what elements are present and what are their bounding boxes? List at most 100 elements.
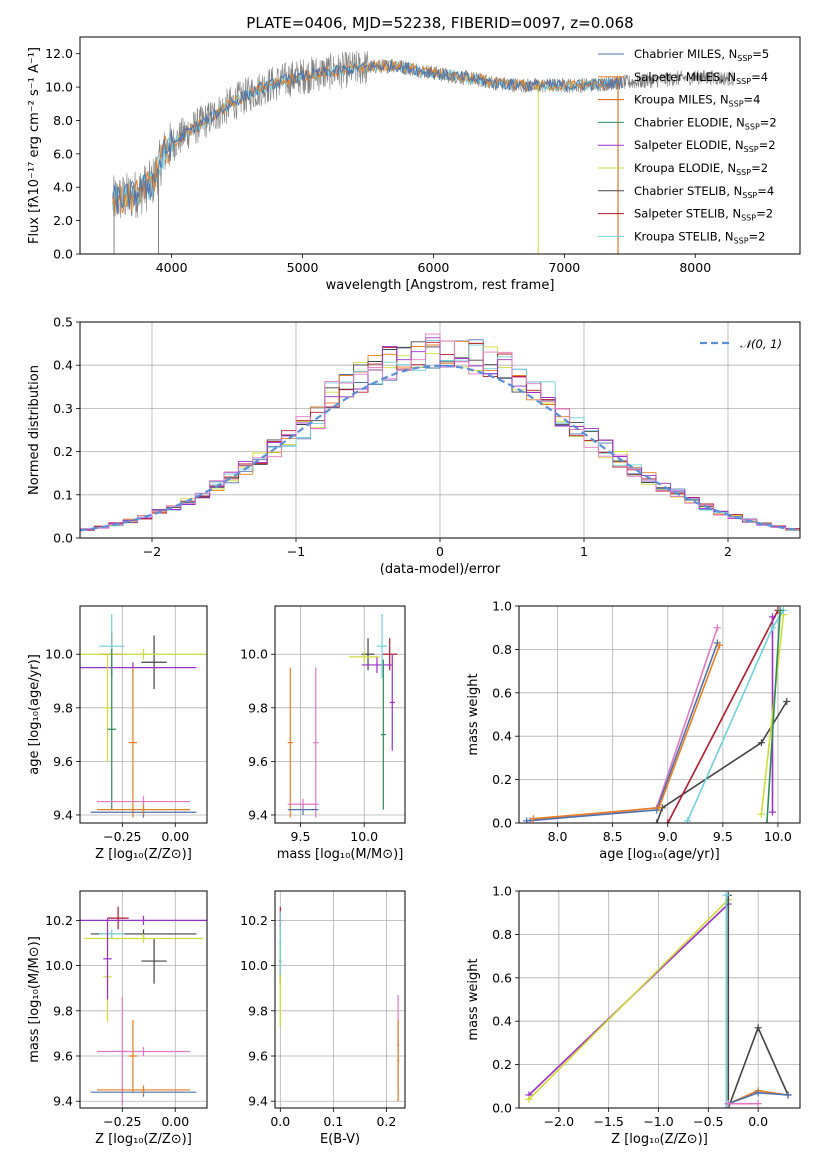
y-tick-label: 0.1 — [53, 487, 73, 502]
y-tick-label: 10.2 — [240, 913, 268, 928]
legend-entry: Salpeter STELIB, NSSP=2 — [634, 207, 773, 223]
y-tick-label: 1.0 — [492, 884, 512, 899]
plot-area — [80, 322, 800, 538]
y-axis-label: mass weight — [466, 673, 481, 755]
panel-age-vs-mass: 9.5 10.0 9.4 9.6 9.8 10.0 mass [log₁₀(M/M⊙)] — [240, 605, 406, 862]
weight-line — [528, 899, 729, 1100]
y-axis-label: mass [log₁₀(M/M⊙)] — [27, 936, 42, 1063]
x-tick-label: −0.25 — [103, 829, 141, 844]
legend-entry: Salpeter ELODIE, NSSP=2 — [634, 138, 776, 154]
spectrum-observed-line — [112, 50, 735, 219]
y-tick-label: 9.4 — [53, 807, 73, 822]
normal-curve — [80, 364, 800, 532]
y-tick-label: 0.6 — [492, 685, 512, 700]
x-tick-label: 10.0 — [764, 829, 792, 844]
y-axis-label: mass weight — [466, 958, 481, 1040]
axes-frame — [274, 605, 406, 824]
x-axis-label: age [log₁₀(age/yr)] — [599, 847, 720, 862]
panel-spectrum: 4000 5000 6000 7000 8000 0.0 2.0 4.0 6.0 8.0 10.0 1… — [27, 36, 801, 293]
y-tick-label: 0.2 — [492, 772, 512, 787]
x-tick-label: 7000 — [548, 260, 580, 275]
y-tick-label: 6.0 — [53, 146, 73, 161]
axes-frame — [79, 36, 801, 255]
weight-line — [760, 614, 785, 815]
y-tick-label: 0.0 — [53, 531, 73, 546]
plot-area — [519, 606, 800, 823]
x-tick-label: 8.5 — [603, 829, 623, 844]
x-axis-label: mass [log₁₀(M/M⊙)] — [277, 847, 404, 862]
y-tick-label: 0.0 — [492, 1101, 512, 1116]
x-tick-label: 4000 — [156, 260, 188, 275]
weight-line — [727, 895, 789, 1108]
y-tick-label: 0.4 — [492, 1014, 512, 1029]
axes-frame — [79, 321, 801, 539]
weight-line — [667, 609, 779, 823]
histogram-step — [80, 333, 800, 538]
panel-massweight-vs-age: 8.0 8.5 9.0 9.5 10.0 0.0 0.2 0.4 0.6 0.8 1.0 age [l… — [466, 599, 801, 862]
y-tick-label: 10.2 — [45, 913, 73, 928]
spectrum-model-line — [112, 59, 624, 214]
x-tick-label: 9.5 — [713, 829, 733, 844]
y-tick-label: 4.0 — [53, 180, 73, 195]
x-tick-label: −2.0 — [544, 1114, 574, 1129]
plot-area — [519, 891, 800, 1108]
x-tick-label: 2 — [724, 544, 732, 559]
x-axis-label: Z [log₁₀(Z/Z⊙)] — [611, 1132, 708, 1147]
x-tick-label: −1 — [287, 544, 305, 559]
panel-age-vs-Z: −0.25 0.00 9.4 9.6 9.8 10.0 Z [log₁₀(Z/Z⊙)] age… — [27, 605, 208, 862]
legend-entry: Kroupa MILES, NSSP=4 — [634, 93, 760, 109]
y-tick-label: 9.4 — [248, 807, 268, 822]
legend-entry: 𝒩(0, 1) — [740, 337, 782, 351]
y-axis-label: age [log₁₀(age/yr)] — [27, 654, 42, 775]
x-tick-label: −2 — [143, 544, 161, 559]
y-tick-label: 10.0 — [45, 958, 73, 973]
x-tick-label: 10.0 — [350, 829, 378, 844]
plot-area — [112, 50, 735, 254]
x-tick-label: 0.00 — [161, 829, 189, 844]
legend-entry: Kroupa ELODIE, NSSP=2 — [634, 161, 768, 177]
x-tick-label: −1.0 — [643, 1114, 673, 1129]
y-tick-label: 10.0 — [45, 647, 73, 662]
y-tick-label: 0.4 — [53, 358, 73, 373]
x-tick-label: −1.5 — [594, 1114, 624, 1129]
legend-entry: Chabrier ELODIE, NSSP=2 — [634, 115, 777, 131]
x-tick-label: 0.2 — [376, 1114, 396, 1129]
x-axis-label: Z [log₁₀(Z/Z⊙)] — [95, 847, 192, 862]
axes-frame — [518, 605, 801, 824]
x-axis-label: (data-model)/error — [380, 562, 501, 577]
weight-line — [533, 644, 721, 820]
y-tick-label: 0.8 — [492, 642, 512, 657]
y-tick-label: 9.8 — [53, 700, 73, 715]
x-tick-label: −0.25 — [103, 1114, 141, 1129]
x-tick-label: 8.0 — [548, 829, 568, 844]
x-axis-label: E(B-V) — [320, 1132, 360, 1147]
weight-line — [526, 642, 719, 822]
y-tick-label: 9.4 — [248, 1094, 268, 1109]
x-axis-label: wavelength [Angstrom, rest frame] — [326, 278, 555, 293]
chart-title: PLATE=0406, MJD=52238, FIBERID=0097, z=0… — [246, 14, 633, 32]
legend: Chabrier MILES, NSSP=5 Salpeter MILES, NS… — [598, 47, 777, 245]
y-tick-label: 10.0 — [240, 647, 268, 662]
y-tick-label: 0.5 — [53, 315, 73, 330]
x-tick-label: 0 — [436, 544, 444, 559]
legend-entry: Chabrier STELIB, NSSP=4 — [634, 184, 774, 200]
axes-frame — [274, 890, 406, 1109]
plot-area — [80, 606, 207, 823]
y-tick-label: 9.6 — [248, 754, 268, 769]
panel-residuals: −2 −1 0 1 2 0.0 0.1 0.2 0.3 0.4 0.5 (data-model)/er… — [27, 315, 801, 577]
y-tick-label: 9.8 — [53, 1003, 73, 1018]
panel-mass-vs-EBV: 0.0 0.1 0.2 9.4 9.6 9.8 10.0 10.2 E(B-V) — [240, 890, 406, 1147]
x-tick-label: 0.0 — [748, 1114, 768, 1129]
y-tick-label: 0.2 — [53, 444, 73, 459]
axes-frame — [79, 605, 208, 824]
weight-line — [766, 610, 781, 823]
y-tick-label: 0.3 — [53, 401, 73, 416]
y-tick-label: 9.4 — [53, 1094, 73, 1109]
y-tick-label: 0.0 — [53, 247, 73, 262]
axes-frame — [518, 890, 801, 1109]
y-tick-label: 12.0 — [45, 46, 73, 61]
axes-frame — [79, 890, 208, 1109]
panel-mass-vs-Z: −0.25 0.00 9.4 9.6 9.8 10.0 10.2 Z [log₁₀(Z/Z⊙)… — [27, 890, 208, 1147]
x-tick-label: −0.5 — [693, 1114, 723, 1129]
x-tick-label: 0.1 — [323, 1114, 343, 1129]
